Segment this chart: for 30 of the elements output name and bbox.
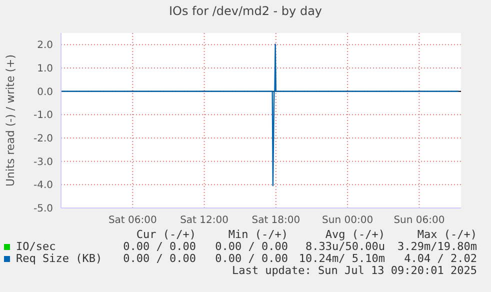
text: Last update: Sun Jul 13 09:20:01 2025 — [232, 264, 477, 277]
x-tick-label: Sun 06:00 — [394, 215, 445, 226]
y-tick-label: -5.0 — [33, 204, 53, 215]
y-tick-label: -3.0 — [33, 156, 53, 168]
text: Avg (-/+) — [325, 228, 385, 241]
y-tick-label: 2.0 — [37, 40, 53, 52]
y-axis-title: Units read (-) / write (+) — [4, 54, 17, 187]
text: Cur (-/+) — [136, 228, 196, 241]
y-tick-label: 0.0 — [37, 86, 53, 98]
text: 10.24m/ 5.10m — [298, 252, 385, 265]
y-tick-label: -2.0 — [33, 134, 53, 145]
text: 4.04 / 2.02 — [404, 252, 477, 265]
legend-label: Req Size (KB) — [16, 252, 102, 265]
text: Max (-/+) — [417, 228, 477, 241]
text: 3.29m/19.80m — [398, 240, 477, 253]
text: 0.00 / 0.00 — [123, 252, 196, 265]
text: Min (-/+) — [228, 228, 288, 241]
x-tick-label: Sat 12:00 — [180, 215, 228, 226]
legend-label: IO/sec — [16, 240, 56, 253]
x-tick-label: Sat 06:00 — [108, 215, 157, 226]
text: 8.33u/50.00u — [306, 240, 385, 253]
y-tick-label: 1.0 — [37, 64, 53, 75]
x-tick-label: Sat 18:00 — [252, 215, 300, 226]
x-tick-label: Sun 00:00 — [322, 215, 374, 226]
y-tick-label: -1.0 — [33, 110, 53, 122]
text: 0.00 / 0.00 — [123, 240, 196, 253]
y-tick-label: -4.0 — [33, 180, 53, 192]
text: 0.00 / 0.00 — [215, 252, 288, 265]
chart-title: IOs for /dev/md2 - by day — [168, 4, 324, 18]
text: 0.00 / 0.00 — [215, 240, 288, 253]
